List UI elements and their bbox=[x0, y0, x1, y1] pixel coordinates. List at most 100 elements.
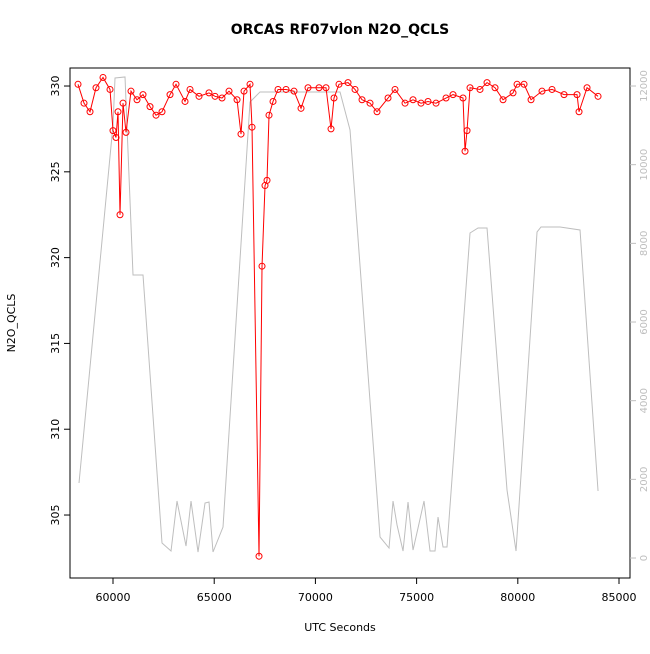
point bbox=[225, 87, 233, 95]
y2-tick-label: 10000 bbox=[639, 149, 650, 181]
point bbox=[560, 91, 568, 99]
point bbox=[330, 94, 338, 102]
point bbox=[424, 97, 432, 105]
y-tick-label: 320 bbox=[49, 247, 62, 268]
point bbox=[499, 96, 507, 104]
point bbox=[327, 125, 335, 133]
point bbox=[351, 85, 359, 93]
point bbox=[461, 147, 469, 155]
y2-tick-label: 8000 bbox=[639, 231, 650, 256]
y-tick-label: 325 bbox=[49, 161, 62, 182]
point bbox=[583, 84, 591, 92]
point bbox=[575, 108, 583, 116]
point bbox=[538, 87, 546, 95]
point bbox=[449, 91, 457, 99]
point bbox=[573, 91, 581, 99]
point bbox=[205, 89, 213, 97]
point bbox=[384, 94, 392, 102]
point bbox=[114, 108, 122, 116]
y2-tick-label: 0 bbox=[639, 555, 650, 561]
point bbox=[594, 92, 602, 100]
point bbox=[112, 133, 120, 141]
point bbox=[509, 89, 517, 97]
point bbox=[186, 85, 194, 93]
point bbox=[442, 94, 450, 102]
point bbox=[432, 99, 440, 107]
point bbox=[513, 80, 521, 88]
point bbox=[106, 85, 114, 93]
point bbox=[152, 111, 160, 119]
point bbox=[233, 96, 241, 104]
point bbox=[139, 91, 147, 99]
x-tick-label: 75000 bbox=[399, 591, 434, 604]
point bbox=[417, 99, 425, 107]
point bbox=[116, 211, 124, 219]
point bbox=[459, 94, 467, 102]
point bbox=[304, 84, 312, 92]
point bbox=[74, 80, 82, 88]
point bbox=[181, 97, 189, 105]
point bbox=[373, 108, 381, 116]
point bbox=[476, 85, 484, 93]
point bbox=[195, 92, 203, 100]
point bbox=[80, 99, 88, 107]
point bbox=[166, 91, 174, 99]
point bbox=[218, 94, 226, 102]
x-axis-label: UTC Seconds bbox=[304, 621, 376, 634]
point bbox=[265, 111, 273, 119]
point bbox=[92, 84, 100, 92]
point bbox=[491, 84, 499, 92]
point bbox=[122, 128, 130, 136]
point bbox=[282, 85, 290, 93]
x-tick-label: 70000 bbox=[298, 591, 333, 604]
point bbox=[237, 130, 245, 138]
point bbox=[263, 176, 271, 184]
point bbox=[463, 127, 471, 135]
y-tick-label: 315 bbox=[49, 333, 62, 354]
point bbox=[246, 80, 254, 88]
point bbox=[401, 99, 409, 107]
point bbox=[99, 73, 107, 81]
y2-tick-label: 6000 bbox=[639, 309, 650, 334]
point bbox=[146, 103, 154, 111]
x-tick-label: 60000 bbox=[96, 591, 131, 604]
plot-frame bbox=[69, 67, 631, 579]
point bbox=[366, 99, 374, 107]
point bbox=[172, 80, 180, 88]
y2-tick-label: 12000 bbox=[639, 70, 650, 102]
point bbox=[255, 552, 263, 560]
point bbox=[527, 96, 535, 104]
y-tick-label: 330 bbox=[49, 76, 62, 97]
point bbox=[344, 79, 352, 87]
point bbox=[158, 108, 166, 116]
point bbox=[297, 104, 305, 112]
point bbox=[358, 96, 366, 104]
point bbox=[248, 123, 256, 131]
point bbox=[109, 127, 117, 135]
y-tick-label: 310 bbox=[49, 419, 62, 440]
point bbox=[127, 87, 135, 95]
point bbox=[520, 80, 528, 88]
series-line bbox=[78, 76, 599, 553]
point bbox=[119, 99, 127, 107]
point bbox=[315, 84, 323, 92]
y-tick-label: 305 bbox=[49, 505, 62, 526]
point bbox=[258, 262, 266, 270]
point bbox=[240, 87, 248, 95]
point bbox=[290, 87, 298, 95]
y-axis-label: N2O_QCLS bbox=[5, 294, 18, 353]
x-tick-label: 65000 bbox=[197, 591, 232, 604]
point bbox=[274, 85, 282, 93]
x-tick-label: 85000 bbox=[602, 591, 637, 604]
point bbox=[133, 96, 141, 104]
point bbox=[269, 97, 277, 105]
point bbox=[322, 84, 330, 92]
chart-title: ORCAS RF07vlon N2O_QCLS bbox=[231, 22, 450, 38]
point bbox=[391, 85, 399, 93]
point bbox=[211, 92, 219, 100]
y2-tick-label: 2000 bbox=[639, 467, 650, 492]
point bbox=[466, 84, 474, 92]
point bbox=[483, 79, 491, 87]
